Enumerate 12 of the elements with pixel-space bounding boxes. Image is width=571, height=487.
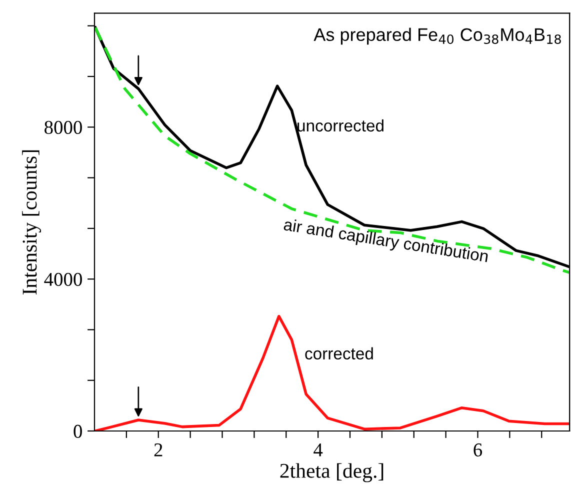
series-label: uncorrected xyxy=(298,119,384,132)
x-tick-label: 2 xyxy=(154,443,162,456)
y-tick-label: 8000 xyxy=(44,120,82,134)
series-label: corrected xyxy=(305,347,373,360)
text: air and capillary contribution xyxy=(282,218,489,266)
x-tick-label: 6 xyxy=(474,443,482,456)
x-axis-title: 2theta [deg.] xyxy=(280,463,384,482)
y-axis-title: Intensity [counts] xyxy=(22,150,42,295)
y-tick-label: 4000 xyxy=(44,272,82,286)
y-tick-label: 0 xyxy=(74,424,82,438)
text: As prepared Fe$_{40}$ Co$_{38}$Mo$_{4}$B$_{18}$ xyxy=(314,28,561,45)
x-tick-label: 4 xyxy=(314,443,323,456)
